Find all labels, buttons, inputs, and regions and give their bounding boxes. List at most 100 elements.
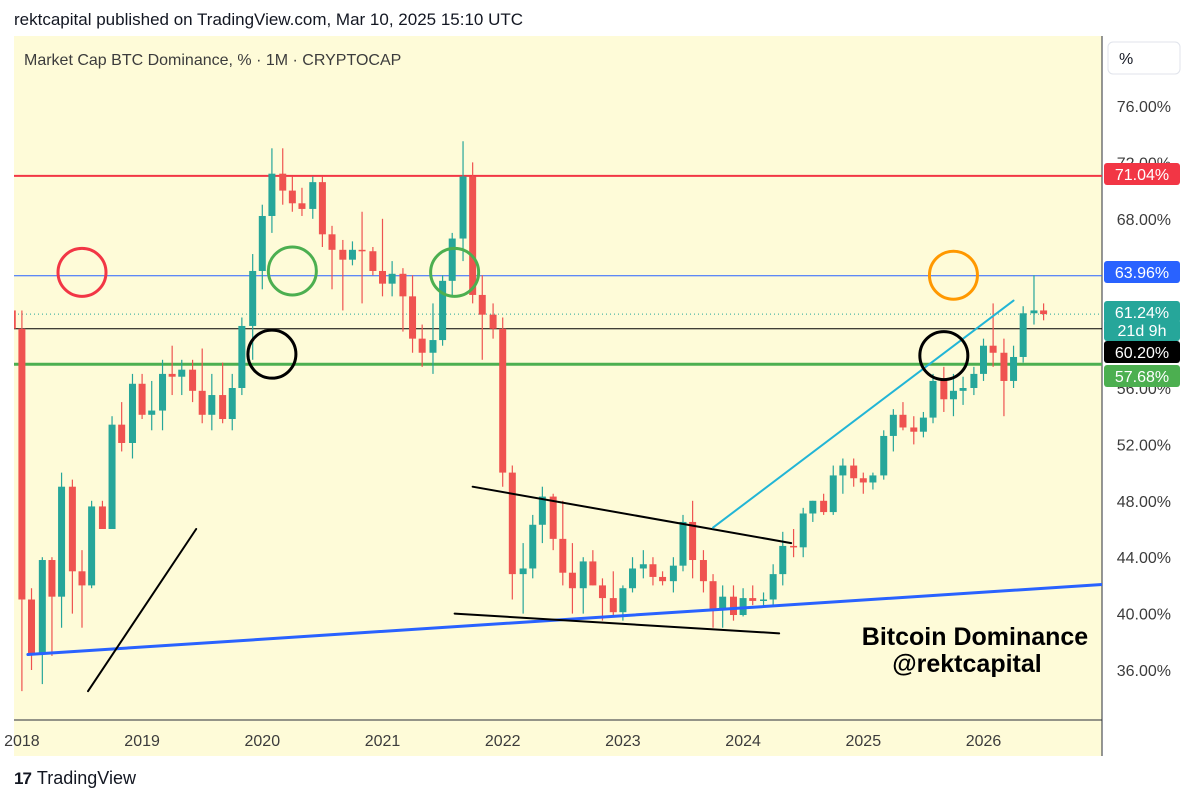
candle-body [228,388,236,420]
candle [48,557,56,656]
highlight-circle[interactable] [927,249,979,301]
candle-body [589,561,597,586]
candle-body [469,176,477,295]
candle-body [538,496,546,525]
candle [399,268,407,332]
candle [519,543,527,614]
candle [18,310,26,692]
candle-body [629,568,637,589]
candle-body [709,581,717,610]
price-label: 61.24% [1104,301,1180,323]
candle-body [98,506,106,529]
publish-header: rektcapital published on TradingView.com… [14,10,524,29]
candle [178,359,186,396]
candle-body [448,238,456,281]
trendline[interactable] [87,528,198,693]
candle [910,416,918,445]
candle [228,373,236,431]
trendline[interactable] [453,612,781,635]
candle-body [328,234,336,250]
candle-body [719,596,727,610]
candle-body [799,513,807,548]
x-tick-label: 2018 [4,733,40,750]
x-tick-label: 2023 [605,733,641,750]
candle-body [238,325,246,388]
candle [258,204,266,290]
candle-body [829,475,837,513]
candle [559,500,567,586]
candle [429,303,437,374]
price-label-bg [1104,365,1180,387]
highlight-circle[interactable] [56,246,108,298]
candle-body [729,596,737,616]
candle-body [619,588,627,613]
candle [1000,338,1008,417]
candle [268,148,276,233]
candle-body [409,296,417,339]
candle-body [959,388,967,391]
candle-body [28,599,36,654]
candle-body [48,560,56,597]
candle-body [940,380,948,400]
price-labels: 71.04% 63.96% 61.24%21d 9h 60.20% 57.68% [1104,163,1180,387]
candle-body [198,390,206,415]
candle [1040,303,1048,321]
candle-body [108,424,116,529]
candle [989,303,997,367]
candle-body [249,270,257,326]
candle-body [749,598,757,601]
candle-body [559,538,567,573]
candle-body [549,496,557,539]
candle [358,211,366,304]
candle [288,176,296,212]
candle-body [309,182,317,209]
highlight-circle[interactable] [918,330,970,382]
price-label-bg [1104,163,1180,185]
highlight-circle[interactable] [429,246,481,298]
candle [499,317,507,487]
candle-body [168,373,176,377]
candle-body [68,486,76,572]
candle-body [159,373,167,411]
candle-body [508,472,516,575]
candle-body [1030,310,1038,314]
candle [98,500,106,529]
candle-body [298,203,306,209]
candle-body [189,369,197,391]
candle-body [399,273,407,297]
candle [859,472,867,494]
y-axis-ticks: 76.00%72.00%68.00%56.00%52.00%48.00%44.0… [1117,99,1171,680]
candle [719,585,727,628]
candle-body [1000,352,1008,381]
candle [339,239,347,311]
trendline[interactable] [26,582,1110,656]
candle [899,402,907,431]
candle [639,550,647,579]
candle-body [679,521,687,566]
price-label-text: 61.24% [1115,305,1169,322]
candle [369,247,377,276]
candle [850,458,858,487]
candle-body [820,500,828,513]
highlight-circle[interactable] [246,328,298,380]
price-axis-bg[interactable] [1102,36,1200,756]
candle [799,507,807,558]
candle [880,430,888,480]
x-tick-label: 2020 [245,733,281,750]
candle [568,543,576,614]
trendline[interactable] [471,485,793,545]
candle-body [478,294,486,315]
candle [159,359,167,431]
highlight-circle[interactable] [266,245,318,297]
candle-body [910,427,918,432]
candle [78,550,86,628]
candle-body [358,249,366,252]
unit-button-label: % [1119,51,1133,68]
x-tick-label: 2019 [124,733,160,750]
unit-button[interactable] [1107,41,1181,75]
time-axis-bg[interactable] [14,720,1102,756]
candle [309,176,317,219]
trendline[interactable] [712,299,1015,529]
tradingview-logo[interactable]: 17 TradingView [14,768,136,789]
